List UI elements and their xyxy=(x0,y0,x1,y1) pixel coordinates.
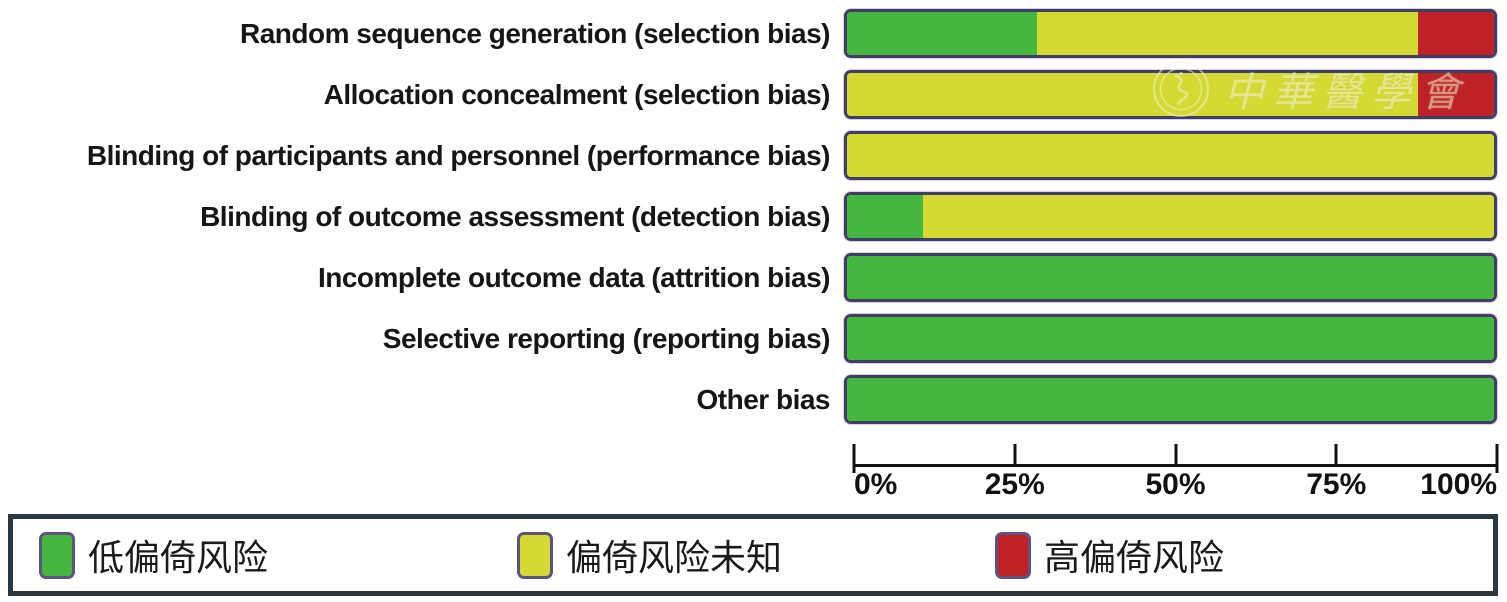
chart-row: Allocation concealment (selection bias) xyxy=(0,70,1497,119)
row-label: Incomplete outcome data (attrition bias) xyxy=(317,261,831,293)
row-label: Blinding of participants and personnel (… xyxy=(86,139,831,171)
chart-row: Selective reporting (reporting bias) xyxy=(0,314,1497,363)
chart-row: Other bias xyxy=(0,375,1497,424)
chart-row: Random sequence generation (selection bi… xyxy=(0,9,1497,58)
row-label: Other bias xyxy=(696,383,831,415)
row-label: Selective reporting (reporting bias) xyxy=(382,322,831,354)
stacked-bar xyxy=(844,314,1497,363)
stacked-bar xyxy=(844,375,1497,424)
legend-label-unclear-risk: 偏倚风险未知 xyxy=(566,538,783,578)
chart-rows: Random sequence generation (selection bi… xyxy=(0,9,1497,436)
chart-row: Incomplete outcome data (attrition bias) xyxy=(0,253,1497,302)
axis-tick xyxy=(1013,444,1017,467)
segment-unclear-risk xyxy=(847,134,1494,177)
axis-tick-label: 50% xyxy=(1145,468,1206,501)
high-risk-swatch xyxy=(995,531,1031,579)
stacked-bar xyxy=(844,70,1497,119)
stacked-bar xyxy=(844,131,1497,180)
legend-item-low-risk: 低偏倚风险 xyxy=(39,529,517,581)
axis-tick xyxy=(1174,444,1177,467)
segment-low-risk xyxy=(847,256,1494,299)
legend-label-low-risk: 低偏倚风险 xyxy=(88,538,269,578)
row-label: Random sequence generation (selection bi… xyxy=(240,17,830,49)
row-label: Blinding of outcome assessment (detectio… xyxy=(200,200,830,232)
axis-tick xyxy=(852,444,856,473)
stacked-bar xyxy=(844,9,1497,58)
legend-item-unclear-risk: 偏倚风险未知 xyxy=(517,529,995,581)
segment-unclear-risk xyxy=(847,73,1418,116)
segment-low-risk xyxy=(847,378,1494,421)
segment-unclear-risk xyxy=(923,195,1494,238)
stacked-bar xyxy=(844,192,1497,241)
segment-low-risk xyxy=(847,195,924,238)
segment-low-risk xyxy=(847,317,1494,360)
low-risk-swatch xyxy=(39,531,75,579)
segment-high-risk xyxy=(1417,12,1494,55)
axis-tick-label: 100% xyxy=(1420,468,1497,501)
legend-label-high-risk: 高偏倚风险 xyxy=(1044,538,1225,578)
legend: 低偏倚风险 偏倚风险未知 高偏倚风险 xyxy=(8,514,1498,596)
stacked-bar xyxy=(844,253,1497,302)
chart-row: Blinding of outcome assessment (detectio… xyxy=(0,192,1497,241)
segment-unclear-risk xyxy=(1037,12,1418,55)
axis-tick xyxy=(1495,444,1499,473)
chart-row: Blinding of participants and personnel (… xyxy=(0,131,1497,180)
x-axis: 0% 25% 50% 75% 100% xyxy=(852,444,1499,506)
row-label: Allocation concealment (selection bias) xyxy=(323,78,831,110)
axis-tick xyxy=(1334,444,1338,467)
unclear-risk-swatch xyxy=(517,531,553,579)
axis-tick-label: 0% xyxy=(854,468,898,501)
axis-tick-label: 25% xyxy=(984,468,1045,501)
segment-high-risk xyxy=(1417,73,1494,116)
axis-tick-label: 75% xyxy=(1306,468,1367,501)
segment-low-risk xyxy=(847,12,1038,55)
legend-item-high-risk: 高偏倚风险 xyxy=(995,529,1473,581)
